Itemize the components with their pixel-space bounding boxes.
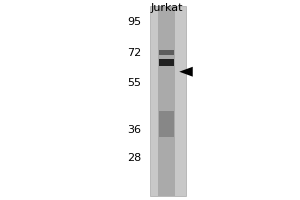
Polygon shape [179, 67, 193, 77]
Text: 95: 95 [127, 17, 141, 27]
Bar [159, 111, 174, 137]
Bar [159, 59, 174, 66]
Bar [159, 50, 174, 55]
Text: 28: 28 [127, 153, 141, 163]
Text: Jurkat: Jurkat [150, 3, 183, 13]
Text: 72: 72 [127, 48, 141, 58]
Text: 55: 55 [127, 78, 141, 88]
Bar [150, 6, 186, 196]
Text: 36: 36 [127, 125, 141, 135]
Bar [158, 6, 175, 196]
